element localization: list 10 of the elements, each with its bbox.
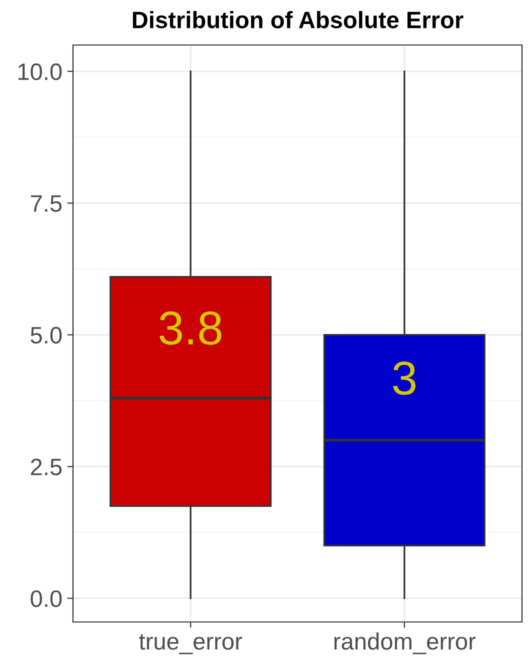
y-tick-label: 5.0 [30, 326, 62, 344]
text: 3 [393, 361, 416, 395]
y-tick-label: 2.5 [30, 458, 62, 476]
y-tick-label: 7.5 [30, 195, 62, 212]
chart-title: Distribution of Absolute Error [132, 10, 464, 28]
x-tick-label: true_error [139, 634, 242, 654]
y-tick-label: 0.0 [30, 590, 62, 608]
text: 3.8 [160, 311, 222, 345]
x-tick-label: random_error [334, 632, 476, 654]
y-tick-label: 10.0 [18, 63, 62, 80]
